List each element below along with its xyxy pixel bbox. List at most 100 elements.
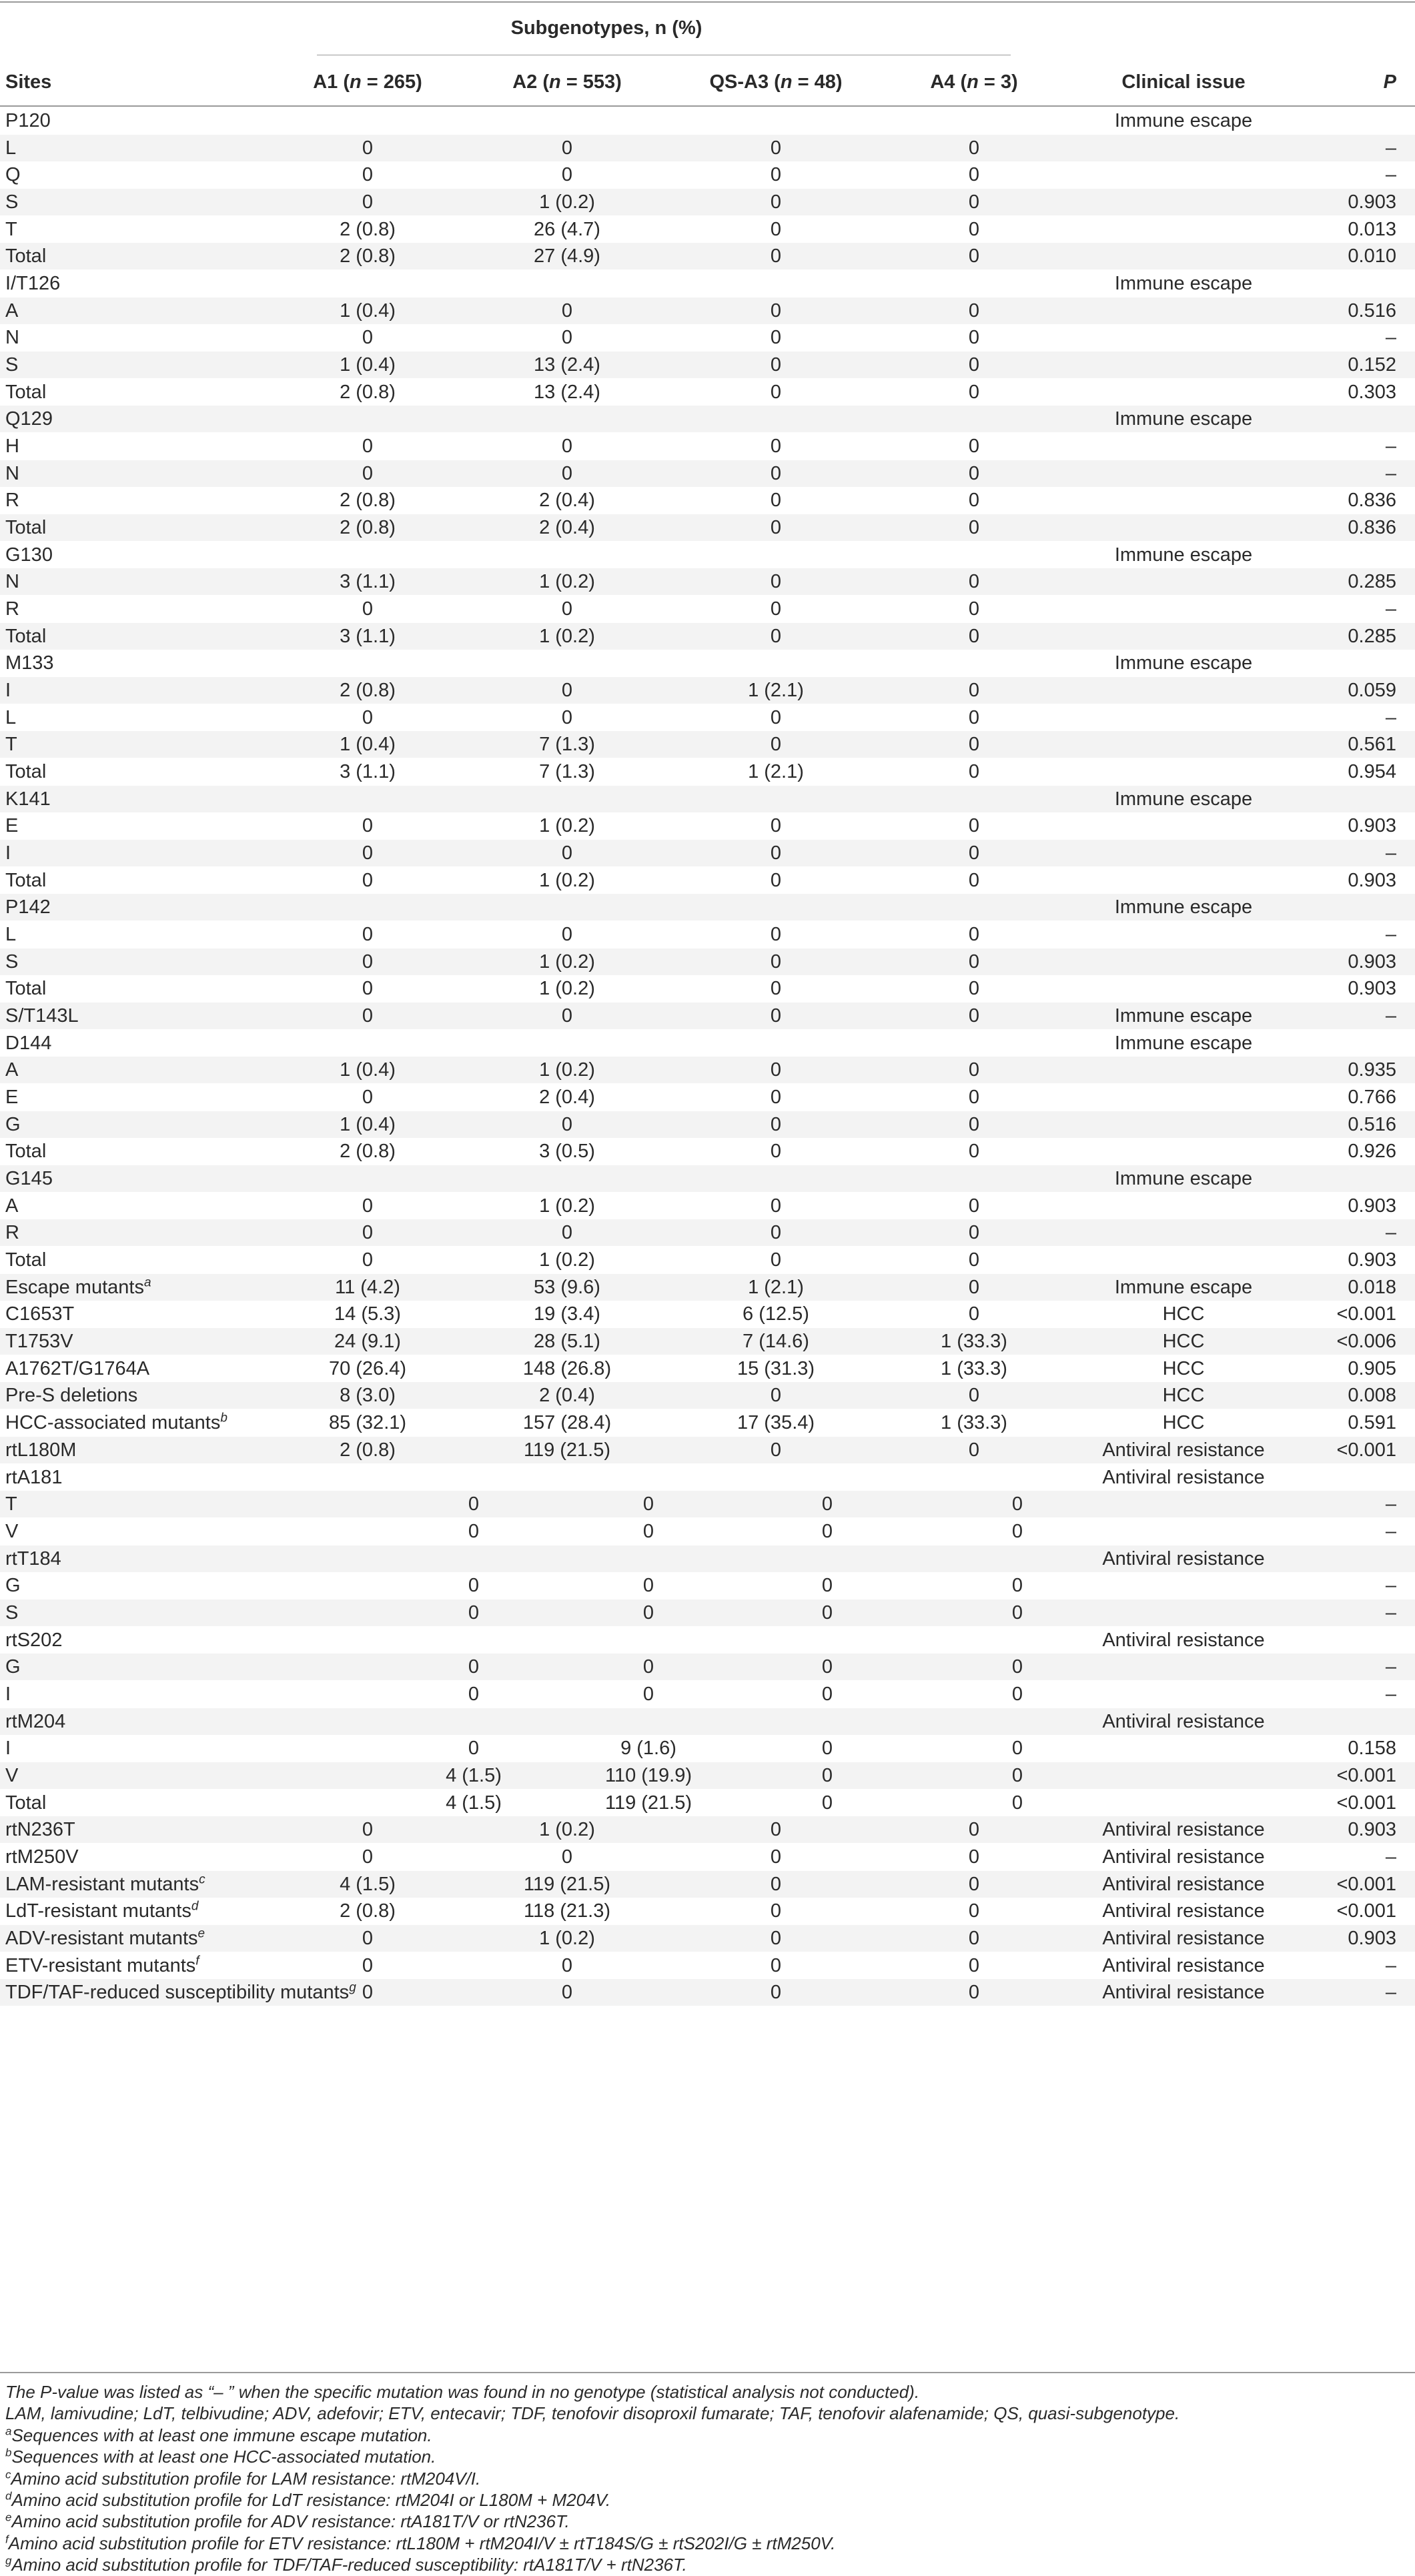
- cell-a2: 26 (4.7): [534, 218, 600, 240]
- cell-a1: 2 (0.8): [340, 381, 396, 403]
- cell-a3: 0: [821, 1792, 833, 1814]
- cell-a1: 0: [468, 1683, 480, 1705]
- cell-a4: 0: [968, 761, 980, 783]
- cell-a2: 0: [561, 137, 573, 159]
- cell-a2: 119 (21.5): [523, 1873, 611, 1895]
- table-row: P120 Immune escape: [0, 107, 1415, 134]
- cell-a1: 0: [362, 950, 374, 973]
- table-row: L 0 0 0 0 –: [0, 704, 1415, 731]
- table-row: Q129 Immune escape: [0, 406, 1415, 433]
- cell-a3: 0: [770, 1059, 782, 1081]
- table-row: rtN236T 0 1 (0.2) 0 0 Antiviral resistance 0.9…: [0, 1816, 1415, 1844]
- cell-a2: 0: [561, 924, 573, 946]
- table-row: ADV-resistant mutantse 0 1 (0.2) 0 0 Antivira…: [0, 1924, 1415, 1952]
- cell-a1: 0: [362, 137, 374, 159]
- cell-p-value: –: [1385, 462, 1396, 484]
- cell-site: L: [5, 706, 17, 728]
- cell-a3: 0: [770, 1982, 782, 2004]
- cell-site: rtM250V: [5, 1846, 79, 1868]
- cell-a1: 0: [468, 1575, 480, 1597]
- cell-p-value: –: [1385, 1493, 1396, 1515]
- cell-a3: 0: [770, 218, 782, 240]
- table-row: rtA181 Antiviral resistance: [0, 1464, 1415, 1491]
- cell-p-value: –: [1385, 1982, 1396, 2004]
- cell-a1: 2 (0.8): [340, 1900, 396, 1922]
- cell-a1: 0: [362, 1087, 374, 1109]
- cell-site: N: [5, 327, 19, 349]
- cell-clinical-issue: Antiviral resistance: [1102, 1873, 1265, 1895]
- cell-site: Total: [5, 1249, 47, 1271]
- table-row: TDF/TAF-reduced susceptibility mutantsg 0…: [0, 1979, 1415, 2006]
- cell-a2: 1 (0.2): [539, 978, 595, 1000]
- cell-a4: 0: [968, 381, 980, 403]
- cell-a1: 0: [362, 598, 374, 620]
- table-row: rtT184 Antiviral resistance: [0, 1545, 1415, 1572]
- table-row: I 2 (0.8) 0 1 (2.1) 0 0.059: [0, 677, 1415, 704]
- header-rule: [0, 105, 1415, 107]
- cell-a4: 0: [1011, 1520, 1023, 1542]
- cell-a1: 2 (0.8): [340, 245, 396, 267]
- cell-a2: 157 (28.4): [522, 1412, 612, 1434]
- cell-a3: 0: [770, 1873, 782, 1895]
- cell-a2: 0: [561, 1982, 573, 2004]
- cell-a1: 0: [362, 924, 374, 946]
- cell-a4: 1 (33.3): [941, 1357, 1007, 1379]
- cell-a3: 0: [821, 1493, 833, 1515]
- cell-a1: 0: [362, 1195, 374, 1217]
- cell-site: K141: [5, 788, 51, 810]
- cell-clinical-issue: HCC: [1162, 1385, 1205, 1407]
- cell-a3: 0: [770, 381, 782, 403]
- table-row: S 0 1 (0.2) 0 0 0.903: [0, 948, 1415, 975]
- table-row: Total 0 1 (0.2) 0 0 0.903: [0, 975, 1415, 1002]
- cell-site: D144: [5, 1032, 52, 1054]
- cell-p-value: –: [1385, 1575, 1396, 1597]
- cell-a1: 0: [468, 1601, 480, 1624]
- cell-clinical-issue: HCC: [1162, 1357, 1205, 1379]
- cell-clinical-issue: Antiviral resistance: [1102, 1629, 1265, 1651]
- cell-p-value: 0.903: [1348, 950, 1396, 973]
- cell-a3: 0: [770, 1005, 782, 1027]
- cell-a1: 0: [362, 1005, 374, 1027]
- cell-p-value: –: [1385, 1520, 1396, 1542]
- cell-a4: 0: [968, 1873, 980, 1895]
- cell-a4: 1 (33.3): [941, 1331, 1007, 1353]
- table-row: T 0 0 0 0 –: [0, 1491, 1415, 1518]
- cell-a3: 0: [821, 1764, 833, 1786]
- cell-a1: 0: [362, 1927, 374, 1949]
- footnote-marker: a: [5, 2425, 12, 2438]
- cell-site: S: [5, 191, 19, 213]
- cell-a4: 0: [968, 1900, 980, 1922]
- cell-p-value: 0.903: [1348, 815, 1396, 837]
- table-row: G130 Immune escape: [0, 542, 1415, 568]
- cell-a1: 70 (26.4): [328, 1357, 407, 1379]
- cell-a2: 2 (0.4): [539, 1385, 595, 1407]
- table-row: G 0 0 0 0 –: [0, 1654, 1415, 1681]
- cell-site: G: [5, 1113, 21, 1135]
- cell-a2: 2 (0.4): [539, 1087, 595, 1109]
- cell-p-value: –: [1385, 706, 1396, 728]
- table-row: N 3 (1.1) 1 (0.2) 0 0 0.285: [0, 568, 1415, 596]
- cell-clinical-issue: Immune escape: [1114, 896, 1253, 918]
- cell-a4: 0: [968, 1005, 980, 1027]
- cell-a2: 0: [642, 1601, 654, 1624]
- cell-a1: 3 (1.1): [340, 571, 396, 593]
- cell-clinical-issue: Immune escape: [1114, 1032, 1253, 1054]
- cell-a4: 0: [968, 1982, 980, 2004]
- cell-a1: 0: [362, 978, 374, 1000]
- column-header-p: P: [1383, 71, 1396, 93]
- cell-a3: 1 (2.1): [748, 1276, 804, 1298]
- cell-a2: 0: [561, 842, 573, 864]
- cell-a4: 0: [968, 680, 980, 702]
- cell-clinical-issue: Immune escape: [1114, 652, 1253, 674]
- cell-p-value: 0.903: [1348, 1195, 1396, 1217]
- cell-a4: 0: [968, 436, 980, 458]
- cell-p-value: 0.591: [1348, 1412, 1396, 1434]
- column-header-clinical-issue: Clinical issue: [1121, 71, 1246, 93]
- table-row: Total 2 (0.8) 13 (2.4) 0 0 0.303: [0, 379, 1415, 406]
- cell-a2: 9 (1.6): [620, 1738, 676, 1760]
- cell-site: Total: [5, 517, 47, 539]
- footnote-marker: d: [191, 1899, 199, 1914]
- cell-a1: 2 (0.8): [340, 1141, 396, 1163]
- cell-p-value: 0.152: [1348, 354, 1396, 376]
